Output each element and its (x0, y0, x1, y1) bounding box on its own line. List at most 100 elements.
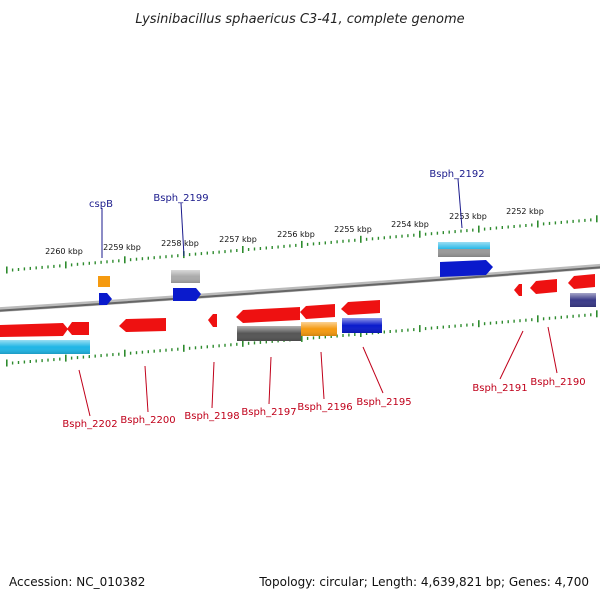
minor-tick (188, 253, 191, 257)
minor-tick (259, 247, 262, 250)
major-tick (419, 325, 421, 333)
gene-label-bsph2199[interactable]: Bsph_2199 (153, 193, 208, 204)
feature-cspb-blue[interactable] (99, 293, 112, 305)
minor-tick (548, 221, 551, 225)
gene-label-bsph2198[interactable]: Bsph_2198 (184, 411, 239, 422)
scale-label: 2252 kbp (506, 207, 544, 216)
topology-text: Topology: circular; Length: 4,639,821 bp… (258, 575, 589, 589)
feature-bsph2199-blue[interactable] (173, 288, 201, 301)
scale-label: 2255 kbp (334, 225, 372, 234)
gene-label-bsph2195[interactable]: Bsph_2195 (356, 397, 411, 408)
feature-bsph2192-blue[interactable] (440, 260, 493, 277)
minor-tick (35, 266, 37, 270)
minor-tick (271, 246, 273, 249)
scale-label: 2260 kbp (45, 247, 83, 256)
minor-tick (224, 250, 226, 254)
minor-tick (442, 231, 444, 235)
minor-tick (489, 227, 492, 231)
gene-label-bsph2196[interactable]: Bsph_2196 (297, 402, 352, 413)
scale-label: 2256 kbp (277, 230, 315, 239)
minor-tick (283, 244, 285, 248)
minor-tick (401, 234, 403, 238)
minor-tick (324, 335, 326, 339)
minor-tick (531, 223, 533, 227)
major-tick (65, 354, 67, 362)
minor-tick (342, 334, 344, 337)
minor-tick (11, 361, 14, 365)
minor-tick (165, 348, 167, 352)
minor-tick (253, 247, 256, 251)
minor-tick (413, 328, 415, 332)
minor-tick (265, 246, 267, 250)
minor-tick (460, 229, 462, 233)
gene-label-bsph2190[interactable]: Bsph_2190 (530, 377, 585, 388)
feature-bsph2198[interactable] (208, 314, 217, 327)
minor-tick (448, 325, 450, 329)
minor-tick (295, 243, 297, 247)
feature-bsph2200[interactable] (119, 318, 166, 332)
minor-tick (513, 319, 515, 323)
scale-label: 2258 kbp (161, 239, 199, 248)
gene-label-bsph2197[interactable]: Bsph_2197 (241, 407, 296, 418)
top-features (98, 242, 493, 305)
minor-tick (159, 349, 161, 353)
major-tick (301, 334, 303, 342)
gene-label-bsph2191[interactable]: Bsph_2191 (472, 383, 527, 394)
minor-tick (531, 318, 533, 322)
minor-tick (23, 360, 26, 364)
feature-shine (0, 340, 90, 354)
feature-red-arrow[interactable] (67, 322, 89, 335)
major-tick (124, 256, 126, 264)
feature-cspb-orange[interactable] (98, 276, 110, 287)
feature-shine (301, 322, 337, 336)
feature-bsph2195[interactable] (341, 300, 380, 315)
feature-bsph2202[interactable] (0, 323, 68, 337)
minor-tick (259, 340, 262, 344)
minor-tick (501, 226, 503, 229)
minor-tick (395, 235, 397, 239)
minor-tick (348, 333, 350, 337)
minor-tick (129, 351, 132, 355)
minor-tick (17, 361, 20, 364)
leader-line (457, 178, 463, 229)
gene-label-cspb[interactable]: cspB (89, 199, 113, 210)
minor-tick (324, 241, 326, 245)
gene-label-bsph2202[interactable]: Bsph_2202 (62, 419, 117, 430)
feature-bsph2190[interactable] (530, 279, 557, 294)
gene-label-bsph2192[interactable]: Bsph_2192 (429, 169, 484, 180)
minor-tick (118, 259, 120, 263)
minor-tick (436, 326, 439, 330)
feature-bsph2196[interactable] (300, 304, 335, 319)
major-tick (301, 240, 303, 248)
gene-label-bsph2200[interactable]: Bsph_2200 (120, 415, 175, 426)
feature-red-arrow[interactable] (568, 274, 595, 289)
minor-tick (454, 324, 456, 328)
minor-tick (265, 340, 267, 344)
scale-label: 2259 kbp (103, 243, 141, 252)
minor-tick (590, 313, 592, 317)
major-tick (478, 320, 480, 328)
major-tick (478, 225, 480, 233)
feature-bsph2191[interactable] (514, 284, 522, 296)
feature-shine (342, 318, 382, 333)
feature-bsph2197[interactable] (236, 307, 300, 323)
minor-tick (29, 266, 31, 270)
leader-line (547, 326, 558, 374)
minor-tick (112, 259, 114, 263)
minor-tick (584, 313, 586, 317)
scale-label: 2254 kbp (391, 220, 429, 229)
minor-tick (135, 257, 138, 261)
minor-tick (519, 319, 521, 323)
minor-tick (365, 332, 368, 335)
minor-tick (507, 225, 509, 229)
minor-tick (395, 329, 397, 333)
minor-tick (519, 224, 521, 228)
leader-line (362, 346, 384, 394)
minor-tick (507, 320, 509, 324)
minor-tick (82, 262, 85, 266)
minor-tick (566, 315, 568, 319)
minor-tick (247, 341, 250, 345)
minor-tick (389, 235, 391, 239)
scale-labels: 2260 kbp 2259 kbp 2258 kbp 2257 kbp 2256… (45, 207, 544, 256)
